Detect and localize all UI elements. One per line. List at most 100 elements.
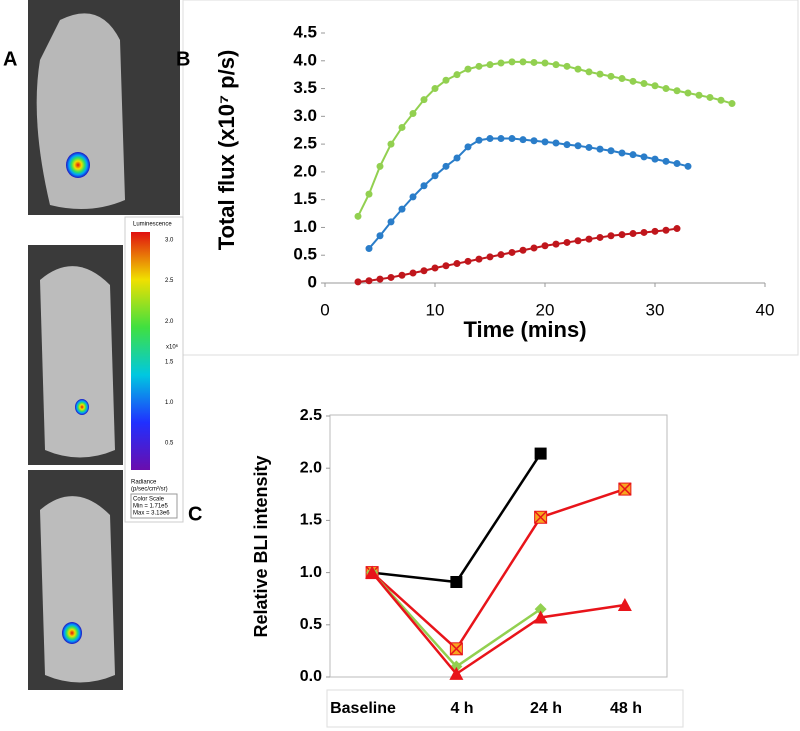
- y-tick-label: 1.5: [293, 189, 317, 208]
- y-axis-label: Relative BLI intensity: [251, 455, 271, 637]
- point: [541, 59, 549, 67]
- scale-box: [130, 493, 178, 519]
- point: [354, 278, 362, 286]
- point: [728, 100, 736, 108]
- point: [376, 162, 384, 170]
- point: [629, 230, 637, 238]
- y-tick-label: 2.5: [293, 134, 317, 153]
- x-tick-label: 48 h: [610, 700, 642, 717]
- colorbar-unit-label: Radiance: [131, 480, 157, 486]
- series-line: [371, 452, 542, 584]
- marker: [450, 575, 463, 588]
- point: [398, 271, 406, 279]
- point: [618, 149, 626, 157]
- point: [563, 141, 571, 149]
- point: [574, 65, 582, 73]
- point: [530, 58, 538, 66]
- panel-label: A: [3, 48, 17, 70]
- y-tick-label: 2.0: [293, 161, 317, 180]
- point: [640, 153, 648, 161]
- panel-label: B: [176, 48, 190, 70]
- panel-frame: [182, 0, 799, 356]
- point: [464, 65, 472, 73]
- y-tick-label: 2.0: [300, 459, 322, 476]
- point: [629, 77, 637, 85]
- x-tick-label: 20: [536, 300, 555, 319]
- point: [442, 262, 450, 270]
- point: [508, 135, 516, 143]
- point: [684, 89, 692, 97]
- point: [530, 244, 538, 252]
- x-tick-label: Baseline: [330, 700, 396, 717]
- point: [651, 155, 659, 163]
- point: [453, 71, 461, 79]
- point: [607, 147, 615, 155]
- x-axis-label: Time (mins): [463, 317, 586, 342]
- point: [365, 277, 373, 285]
- colorbar-title: Luminescence: [133, 222, 172, 228]
- point: [420, 267, 428, 275]
- series-line: [357, 227, 678, 283]
- series-line: [371, 571, 626, 676]
- x-tick-label: 4 h: [450, 700, 473, 717]
- point: [387, 273, 395, 281]
- point: [684, 162, 692, 170]
- panel-label: C: [188, 503, 202, 525]
- point: [431, 85, 439, 93]
- point: [387, 218, 395, 226]
- point: [585, 143, 593, 151]
- y-tick-label: 0.5: [293, 245, 317, 264]
- marker-cross: [618, 482, 632, 496]
- marker: [533, 610, 548, 624]
- point: [673, 225, 681, 233]
- y-tick-label: 1.0: [300, 564, 322, 581]
- point: [497, 135, 505, 143]
- marker: [365, 565, 380, 579]
- colorbar-tick-label: 3.0: [165, 238, 174, 244]
- x-tick-label: 0: [320, 300, 329, 319]
- y-tick-label: 0.0: [300, 668, 322, 685]
- point: [596, 145, 604, 153]
- point: [717, 96, 725, 104]
- point: [574, 237, 582, 245]
- point: [508, 58, 516, 66]
- point: [563, 62, 571, 70]
- marker: [449, 666, 464, 680]
- mouse-image: [28, 0, 180, 690]
- x-tick-label: 30: [646, 300, 665, 319]
- point: [585, 68, 593, 76]
- point: [673, 87, 681, 95]
- colorbar: [131, 232, 150, 470]
- y-tick-label: 0.5: [300, 616, 322, 633]
- point: [464, 143, 472, 151]
- point: [475, 62, 483, 70]
- point: [618, 75, 626, 83]
- point: [497, 59, 505, 67]
- y-tick-label: 4.5: [293, 22, 317, 41]
- point: [552, 61, 560, 69]
- point: [651, 227, 659, 235]
- point: [420, 182, 428, 190]
- y-tick-label: 4.0: [293, 50, 317, 69]
- point: [706, 93, 714, 101]
- marker: [617, 597, 632, 611]
- point: [519, 246, 527, 254]
- y-tick-label: 3.5: [293, 78, 317, 97]
- point: [662, 85, 670, 93]
- point: [365, 245, 373, 253]
- point: [442, 76, 450, 84]
- point: [552, 240, 560, 248]
- scale-box-text: Color Scale: [133, 497, 165, 503]
- marker: [534, 603, 547, 616]
- point: [365, 190, 373, 198]
- plot-frame: [329, 414, 668, 678]
- point: [497, 251, 505, 259]
- point: [640, 228, 648, 236]
- colorbar-unit: (p/sec/cm²/sr): [131, 487, 168, 493]
- point: [519, 58, 527, 66]
- point: [387, 140, 395, 148]
- colorbar-tick-label: 2.0: [165, 319, 174, 325]
- point: [662, 226, 670, 234]
- point: [398, 123, 406, 131]
- point: [475, 136, 483, 144]
